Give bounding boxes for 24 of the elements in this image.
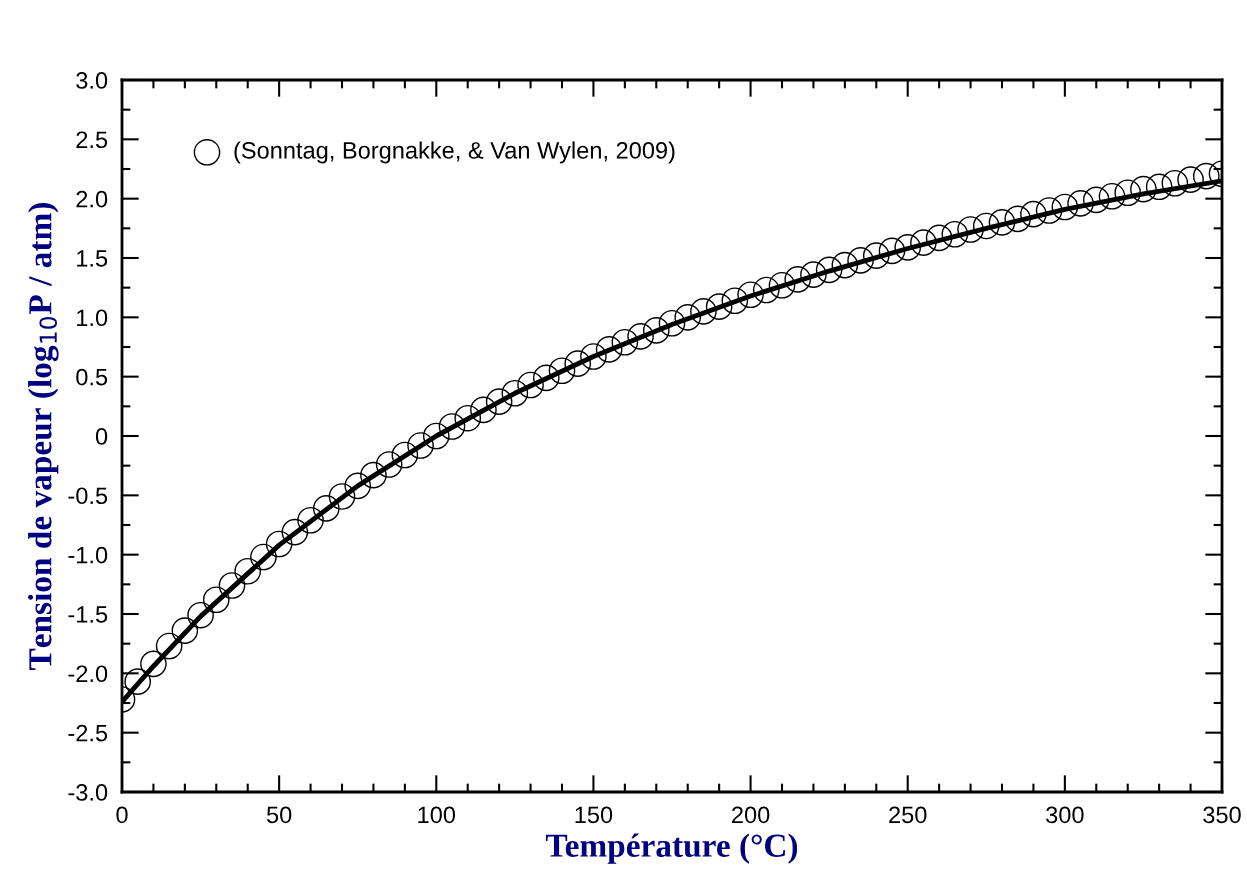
y-tick-label: -2.5: [68, 724, 108, 742]
y-tick-label: 2.5: [76, 131, 108, 149]
y-tick-label: -1.0: [68, 546, 108, 564]
x-tick-label: 250: [889, 806, 927, 824]
y-tick-label: -1.5: [68, 606, 108, 623]
y-tick-label: -3.0: [68, 784, 108, 801]
x-tick-label: 50: [266, 806, 292, 824]
y-tick-label: -0.5: [68, 487, 108, 505]
x-tick-label: 350: [1203, 806, 1241, 824]
x-tick-label: 100: [418, 806, 456, 824]
x-tick-label: 150: [575, 806, 613, 824]
y-axis-title: Tension de vapeur (log$_{10}$P / atm): [28, 203, 59, 670]
y-tick-label: 1.0: [77, 309, 108, 327]
y-tick-label: 3.0: [76, 72, 108, 89]
legend-label: (Sonntag, Borgnakke, & Van Wylen, 2009): [234, 141, 675, 164]
y-tick-label: 2.0: [76, 190, 108, 208]
y-tick-label: 1.5: [77, 250, 108, 267]
y-tick-label: 0.5: [76, 368, 108, 386]
x-tick-label: 200: [732, 806, 770, 824]
x-axis-title: Température (°C): [545, 833, 798, 864]
y-tick-label: 0: [95, 428, 108, 445]
x-tick-label: 0: [116, 806, 128, 824]
y-tick-label: -2.0: [68, 665, 108, 683]
x-tick-label: 300: [1046, 806, 1084, 824]
